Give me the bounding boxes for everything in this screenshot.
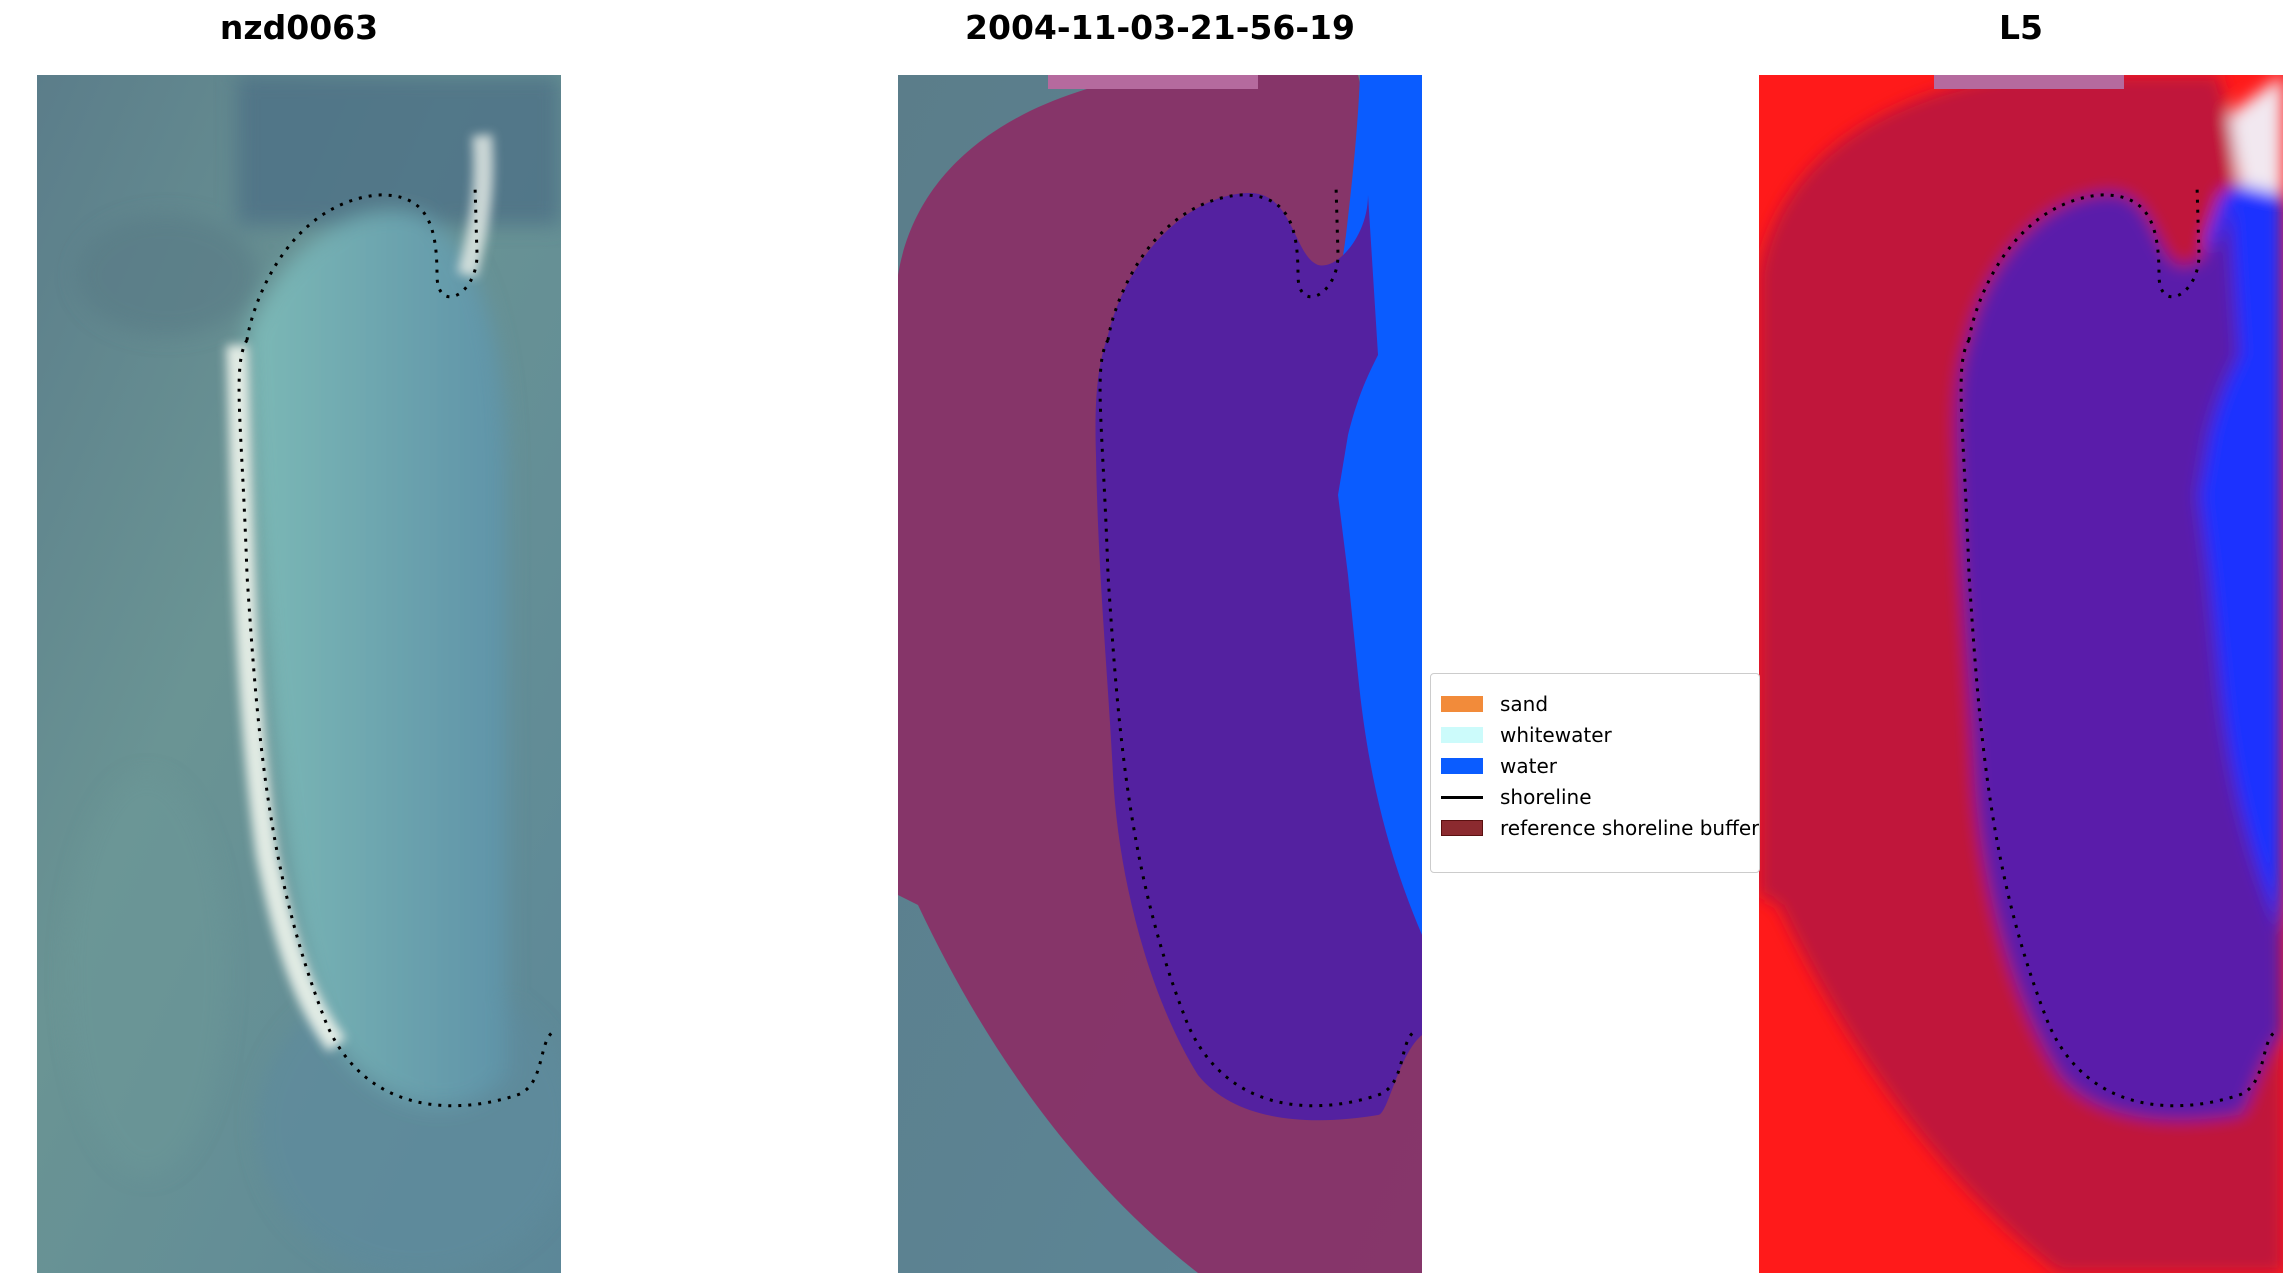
legend-item-sand: sand (1441, 689, 1548, 719)
legend-item-water: water (1441, 751, 1557, 781)
legend-label-reference-buffer: reference shoreline buffer (1500, 816, 1760, 840)
reference-buffer-swatch (1441, 820, 1483, 836)
legend-label-whitewater: whitewater (1500, 723, 1612, 747)
classified-image-panel (898, 75, 1422, 1273)
legend-item-shoreline: shoreline (1441, 782, 1592, 812)
legend-label-sand: sand (1500, 692, 1549, 716)
index-image-panel (1759, 75, 2283, 1273)
legend-label-water: water (1500, 754, 1557, 778)
panel-title-rgb: nzd0063 (219, 8, 379, 47)
shoreline-line-swatch (1441, 795, 1483, 799)
shoreline-rgb (237, 184, 558, 1108)
classified-image (898, 75, 1422, 1273)
index-image (1759, 75, 2283, 1273)
legend-label-shoreline: shoreline (1500, 785, 1592, 809)
legend: sand whitewater water shoreline referenc… (1430, 673, 1760, 873)
lagoon-class (1095, 192, 1422, 1121)
legend-item-reference-buffer: reference shoreline buffer (1441, 813, 1759, 843)
whitewater-swatch (1441, 727, 1483, 743)
water-swatch (1441, 758, 1483, 774)
shoreline-index (1959, 184, 2280, 1108)
panel-title-index: L5 (1999, 8, 2043, 47)
legend-item-whitewater: whitewater (1441, 720, 1612, 750)
sand-swatch (1441, 696, 1483, 712)
rgb-image (37, 75, 561, 1273)
shoreline-classified (1098, 184, 1419, 1108)
rgb-image-panel (37, 75, 561, 1273)
panel-title-classified: 2004-11-03-21-56-19 (965, 8, 1355, 47)
water-class (1293, 75, 1422, 935)
